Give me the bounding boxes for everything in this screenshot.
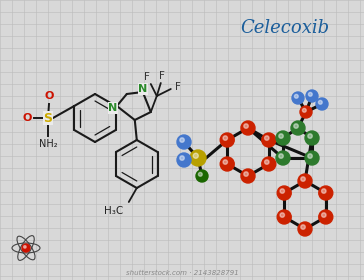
Circle shape <box>319 210 333 224</box>
Circle shape <box>319 186 333 200</box>
Circle shape <box>318 101 322 104</box>
Circle shape <box>305 131 319 145</box>
Circle shape <box>300 106 312 118</box>
Circle shape <box>193 153 198 158</box>
Circle shape <box>305 151 319 165</box>
Circle shape <box>292 92 304 104</box>
Circle shape <box>280 213 285 217</box>
Circle shape <box>196 170 208 182</box>
Circle shape <box>321 189 326 193</box>
Circle shape <box>180 138 184 142</box>
Circle shape <box>308 134 312 138</box>
Circle shape <box>276 151 290 165</box>
Circle shape <box>24 246 26 248</box>
Circle shape <box>298 174 312 188</box>
Circle shape <box>298 222 312 236</box>
Circle shape <box>301 177 305 181</box>
Circle shape <box>241 121 255 135</box>
Circle shape <box>220 157 234 171</box>
Circle shape <box>301 225 305 229</box>
Circle shape <box>306 90 318 102</box>
Circle shape <box>279 134 283 138</box>
Circle shape <box>308 154 312 158</box>
Circle shape <box>180 156 184 160</box>
Circle shape <box>262 133 276 147</box>
Text: shutterstock.com · 2143828791: shutterstock.com · 2143828791 <box>126 270 238 276</box>
Text: N: N <box>138 84 147 94</box>
Circle shape <box>294 94 298 98</box>
Text: H₃C: H₃C <box>103 206 123 216</box>
Circle shape <box>244 124 248 128</box>
Circle shape <box>316 98 328 110</box>
Circle shape <box>223 160 228 164</box>
Circle shape <box>265 160 269 164</box>
Text: Celecoxib: Celecoxib <box>241 19 329 37</box>
Circle shape <box>190 150 206 166</box>
Circle shape <box>265 136 269 140</box>
Circle shape <box>291 121 305 135</box>
Text: F: F <box>159 71 165 81</box>
Circle shape <box>220 133 234 147</box>
Text: F: F <box>175 82 181 92</box>
Text: F: F <box>144 72 150 82</box>
Text: O: O <box>23 113 32 123</box>
Circle shape <box>302 108 306 112</box>
Circle shape <box>277 210 291 224</box>
Circle shape <box>321 213 326 217</box>
Circle shape <box>177 153 191 167</box>
Circle shape <box>198 172 202 176</box>
Circle shape <box>22 244 30 252</box>
Text: S: S <box>44 111 52 125</box>
Circle shape <box>280 189 285 193</box>
Text: NH₂: NH₂ <box>39 139 57 149</box>
Circle shape <box>244 172 248 176</box>
Circle shape <box>277 186 291 200</box>
Circle shape <box>308 92 312 96</box>
Text: N: N <box>108 103 118 113</box>
Text: O: O <box>44 91 54 101</box>
Circle shape <box>223 136 228 140</box>
Circle shape <box>262 157 276 171</box>
Circle shape <box>241 169 255 183</box>
Circle shape <box>294 124 298 128</box>
Circle shape <box>276 131 290 145</box>
Circle shape <box>177 135 191 149</box>
Circle shape <box>279 154 283 158</box>
